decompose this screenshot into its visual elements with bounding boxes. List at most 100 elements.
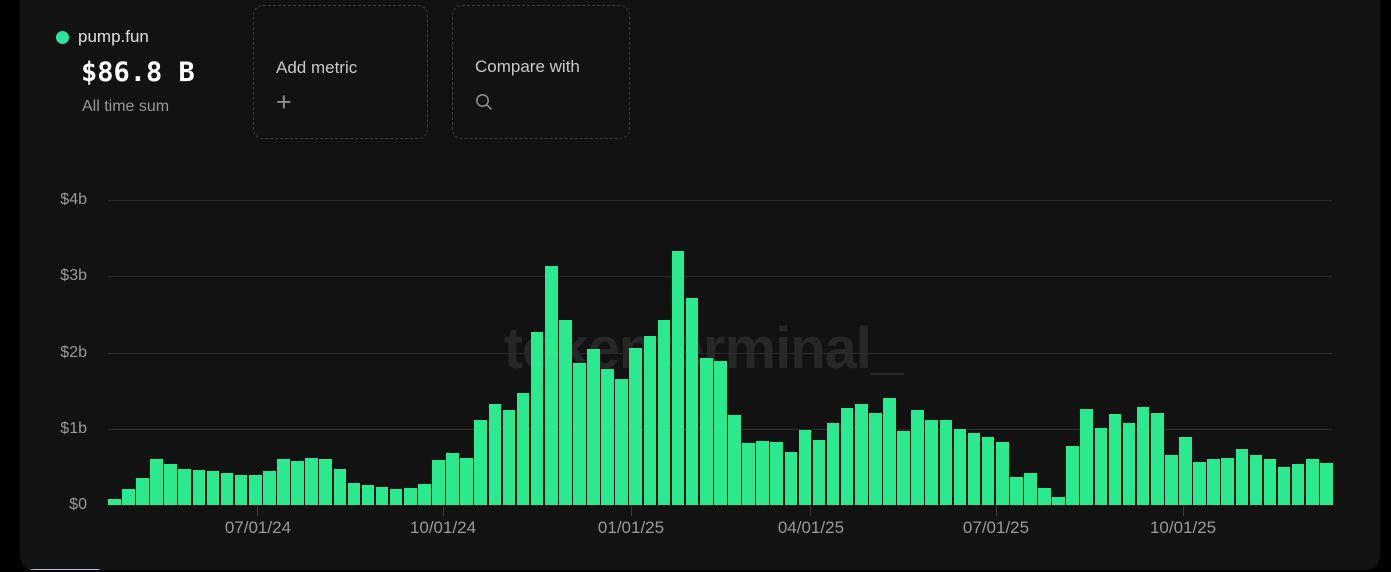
bar[interactable] [1263, 459, 1277, 505]
bar[interactable] [418, 484, 431, 505]
bar[interactable] [883, 397, 896, 505]
bar[interactable] [869, 412, 882, 505]
bar[interactable] [389, 489, 403, 505]
x-tick-mark [257, 506, 259, 516]
bar[interactable] [1094, 428, 1108, 505]
bar[interactable] [1066, 446, 1079, 505]
bar[interactable] [826, 423, 840, 505]
bar[interactable] [150, 458, 163, 505]
bar[interactable] [854, 404, 868, 505]
bar[interactable] [742, 443, 755, 505]
bar[interactable] [502, 409, 516, 505]
bar[interactable] [1291, 463, 1305, 505]
bar[interactable] [925, 420, 939, 505]
bar[interactable] [953, 428, 967, 505]
bar[interactable] [460, 457, 473, 505]
bar[interactable] [1235, 448, 1249, 505]
bar[interactable] [1122, 423, 1136, 505]
bar[interactable] [192, 469, 206, 505]
bar[interactable] [488, 404, 502, 505]
bar[interactable] [685, 298, 699, 505]
bar[interactable] [305, 457, 318, 505]
bar[interactable] [544, 266, 558, 505]
bar[interactable] [1165, 455, 1178, 505]
gridline [108, 276, 1332, 278]
add-metric-button[interactable]: Add metric + [253, 5, 428, 139]
bar[interactable] [840, 408, 854, 505]
bar[interactable] [981, 437, 995, 505]
bar[interactable] [516, 392, 530, 505]
gridline [108, 352, 1332, 354]
bar[interactable] [1010, 476, 1023, 505]
series-legend[interactable]: pump.fun [56, 27, 149, 46]
bar[interactable] [657, 320, 671, 505]
search-icon [475, 93, 629, 115]
bar[interactable] [671, 251, 685, 505]
bar[interactable] [1150, 412, 1164, 505]
compare-with-label: Compare with [475, 56, 580, 76]
compare-with-button[interactable]: Compare with [452, 5, 630, 139]
bar[interactable] [1024, 472, 1037, 505]
bar[interactable] [784, 452, 798, 505]
bar[interactable] [897, 431, 910, 505]
bar[interactable] [995, 442, 1009, 505]
bar[interactable] [1108, 414, 1122, 505]
bar[interactable] [403, 488, 417, 505]
bar[interactable] [277, 458, 290, 505]
bar[interactable] [164, 463, 177, 505]
bar[interactable] [1207, 459, 1220, 505]
bar[interactable] [714, 360, 727, 505]
bar[interactable] [1038, 488, 1051, 505]
bar[interactable] [1277, 466, 1291, 505]
bar[interactable] [1305, 458, 1319, 505]
bar[interactable] [967, 433, 981, 505]
bar[interactable] [263, 470, 276, 505]
gridline [108, 200, 1332, 201]
bar[interactable] [1320, 463, 1333, 505]
bars-area[interactable] [108, 200, 1333, 505]
bar[interactable] [728, 415, 741, 505]
bar[interactable] [108, 498, 121, 505]
bar[interactable] [375, 487, 389, 505]
bar[interactable] [939, 420, 953, 505]
bar[interactable] [1052, 496, 1065, 505]
bar[interactable] [812, 440, 826, 505]
bar[interactable] [234, 474, 248, 505]
bar[interactable] [291, 460, 304, 505]
bar[interactable] [1193, 462, 1206, 505]
bar[interactable] [333, 469, 347, 505]
bar[interactable] [432, 460, 445, 505]
bar[interactable] [474, 420, 488, 505]
bar[interactable] [361, 485, 375, 505]
bar[interactable] [206, 470, 220, 505]
horizontal-scrollbar-thumb[interactable] [25, 569, 100, 570]
bar[interactable] [559, 320, 572, 505]
bar[interactable] [629, 347, 643, 505]
bar[interactable] [911, 409, 924, 505]
bar[interactable] [446, 453, 459, 505]
bar[interactable] [643, 335, 657, 505]
bar[interactable] [530, 331, 544, 505]
bar[interactable] [587, 349, 600, 505]
bar[interactable] [122, 489, 135, 505]
bar[interactable] [798, 430, 812, 505]
bar[interactable] [573, 363, 586, 505]
bar[interactable] [601, 368, 614, 505]
bar[interactable] [1179, 437, 1192, 505]
y-tick-label: $3b [60, 267, 87, 285]
bar[interactable] [319, 459, 332, 505]
bar[interactable] [1221, 457, 1234, 505]
bar[interactable] [615, 379, 628, 505]
bar[interactable] [1080, 408, 1094, 505]
bar[interactable] [178, 469, 192, 505]
bar[interactable] [136, 478, 149, 505]
bar[interactable] [220, 472, 234, 505]
bar[interactable] [770, 442, 783, 505]
y-tick-label: $2b [60, 343, 87, 361]
bar[interactable] [756, 440, 769, 505]
bar[interactable] [699, 357, 713, 505]
bar[interactable] [248, 475, 262, 505]
bar[interactable] [1136, 406, 1150, 505]
bar[interactable] [1249, 455, 1263, 505]
bar[interactable] [347, 482, 361, 505]
